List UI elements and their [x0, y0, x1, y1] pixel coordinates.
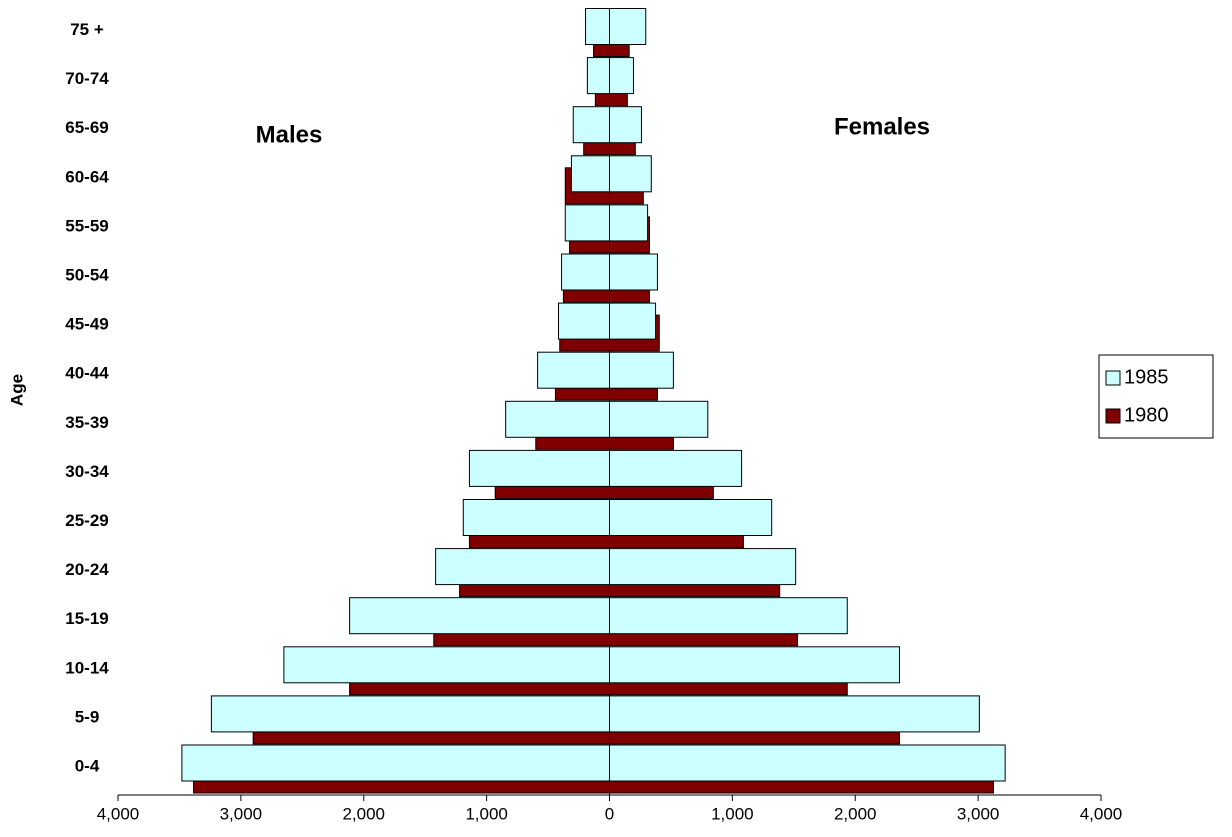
male-bar — [462, 499, 610, 536]
y-tick-label: 60-64 — [65, 167, 109, 186]
male-bar — [468, 449, 610, 487]
male-bar — [505, 400, 610, 438]
y-tick-label: 55-59 — [65, 216, 108, 235]
female-bar — [609, 106, 642, 144]
female-bar — [609, 351, 674, 389]
y-tick-label: 65-69 — [65, 118, 108, 137]
female-bar — [609, 204, 649, 242]
y-tick-label: 45-49 — [65, 315, 108, 334]
y-tick-label: 5-9 — [75, 707, 100, 726]
x-tick-label: 3,000 — [957, 804, 1000, 823]
female-bar — [609, 57, 634, 95]
legend-swatch — [1105, 370, 1121, 386]
x-tick-label: 4,000 — [1080, 804, 1123, 823]
female-bar — [609, 155, 652, 193]
female-bar — [609, 8, 647, 45]
x-tick-label: 3,000 — [220, 804, 263, 823]
y-tick-label: 30-34 — [65, 462, 109, 481]
y-tick-label: 40-44 — [65, 364, 109, 383]
female-bar — [609, 449, 743, 487]
male-bar — [349, 597, 610, 635]
male-bar — [435, 548, 610, 586]
y-tick-label: 10-14 — [65, 658, 109, 677]
y-tick-label: 50-54 — [65, 265, 109, 284]
x-tick-label: 1,000 — [711, 804, 754, 823]
x-tick-label: 4,000 — [97, 804, 140, 823]
y-tick-label: 75 + — [70, 20, 104, 39]
y-axis-label: Age — [7, 374, 26, 406]
legend-swatch — [1105, 408, 1121, 424]
y-tick-label: 0-4 — [75, 756, 100, 775]
female-bar — [609, 499, 773, 536]
female-bar — [609, 695, 980, 733]
male-bar — [586, 57, 611, 95]
male-bar — [181, 744, 611, 782]
male-bar — [570, 155, 611, 193]
y-tick-label: 25-29 — [65, 511, 108, 530]
y-tick-label: 20-24 — [65, 560, 109, 579]
y-tick-label: 35-39 — [65, 413, 108, 432]
legend-label: 1985 — [1124, 366, 1169, 388]
legend-box — [1098, 354, 1214, 439]
male-bar — [210, 695, 610, 733]
male-bar — [561, 253, 610, 291]
legend-label: 1980 — [1124, 404, 1169, 426]
male-bar — [585, 8, 610, 45]
x-tick-label: 1,000 — [465, 804, 508, 823]
males-label: Males — [256, 121, 323, 148]
male-bar — [564, 204, 611, 242]
female-bar — [609, 744, 1006, 782]
female-bar — [609, 253, 658, 291]
female-bar — [609, 597, 848, 635]
male-bar — [537, 351, 610, 389]
male-bar — [283, 646, 610, 684]
female-bar — [609, 400, 709, 438]
x-tick-label: 2,000 — [834, 804, 877, 823]
female-bar — [609, 646, 900, 684]
x-tick-label: 0 — [605, 804, 614, 823]
male-bar — [558, 302, 611, 340]
x-tick-label: 2,000 — [342, 804, 385, 823]
female-bar — [609, 548, 797, 586]
y-tick-label: 15-19 — [65, 609, 108, 628]
male-bar — [572, 106, 611, 144]
female-bar — [609, 302, 657, 340]
y-tick-label: 70-74 — [65, 69, 109, 88]
females-label: Females — [834, 113, 930, 140]
